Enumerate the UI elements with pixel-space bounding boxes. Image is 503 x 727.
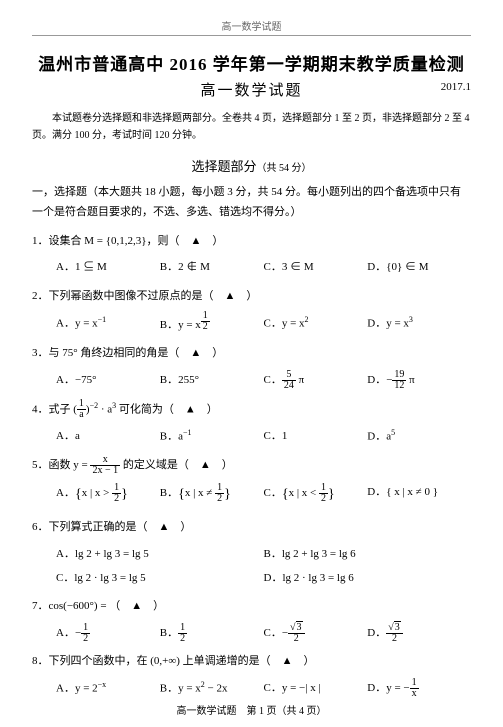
q2-opt-d: D．y = x3 (367, 311, 471, 337)
q1-opt-b: B．2 ∉ M (160, 255, 264, 279)
q4-opt-d: D．a5 (367, 424, 471, 449)
section-title-text: 选择题部分 (191, 159, 256, 174)
q3-opt-b: B．255° (160, 368, 264, 392)
section-title: 选择题部分（共 54 分） (32, 156, 471, 175)
question-5: 5．函数 y = x2x − 1 的定义域是（ ▲ ） A．{x | x > 1… (32, 455, 471, 511)
q2-text: 2．下列幂函数中图像不过原点的是（ ▲ ） (32, 286, 471, 307)
q3-opt-c: C．524 π (264, 368, 368, 392)
q8-opt-d: D．y = −1x (367, 676, 471, 701)
q4-opt-a: A．a (56, 424, 160, 449)
q8-text: 8．下列四个函数中，在 (0,+∞) 上单调递增的是（ ▲ ） (32, 651, 471, 672)
question-2: 2．下列幂函数中图像不过原点的是（ ▲ ） A．y = x−1 B．y = x1… (32, 286, 471, 337)
q5-opt-a: A．{x | x > 12} (56, 480, 160, 511)
q5-opt-c: C．{x | x < 12} (264, 480, 368, 511)
q7-opt-c: C．−√32 (264, 621, 368, 645)
header-rule (32, 35, 471, 36)
q4-text: 4．式子 (1a)−2 · a3 可化简为（ ▲ ） (32, 398, 471, 421)
q6-opt-d: D．lg 2 · lg 3 = lg 6 (264, 566, 472, 590)
q7-opt-d: D．√32 (367, 621, 471, 645)
q3-opt-d: D．−1912 π (367, 368, 471, 392)
q1-opt-d: D．{0} ∈ M (367, 255, 471, 279)
q5-text: 5．函数 y = x2x − 1 的定义域是（ ▲ ） (32, 455, 471, 476)
q2-opt-a: A．y = x−1 (56, 311, 160, 337)
exam-subtitle: 高一数学试题 (32, 79, 471, 100)
section-stem: 一，选择题（本大题共 18 小题，每小题 3 分，共 54 分。每小题列出的四个… (32, 183, 471, 223)
page-footer: 高一数学试题 第 1 页（共 4 页） (0, 702, 503, 717)
question-7: 7．cos(−600°) = （ ▲ ） A．−12 B．12 C．−√32 D… (32, 596, 471, 645)
q5-opt-b: B．{x | x ≠ 12} (160, 480, 264, 511)
q7-opt-a: A．−12 (56, 621, 160, 645)
question-8: 8．下列四个函数中，在 (0,+∞) 上单调递增的是（ ▲ ） A．y = 2−… (32, 651, 471, 701)
q1-opt-c: C．3 ∈ M (264, 255, 368, 279)
q8-opt-a: A．y = 2−x (56, 676, 160, 701)
q4-opt-c: C．1 (264, 424, 368, 449)
q7-text: 7．cos(−600°) = （ ▲ ） (32, 596, 471, 617)
q6-opt-a: A．lg 2 + lg 3 = lg 5 (56, 542, 264, 566)
q4-opt-b: B．a−1 (160, 424, 264, 449)
q3-opt-a: A．−75° (56, 368, 160, 392)
question-3: 3．与 75° 角终边相同的角是（ ▲ ） A．−75° B．255° C．52… (32, 343, 471, 392)
stem-text: 选择题（本大题共 18 小题，每小题 3 分，共 54 分。每小题列出的四个备选… (32, 186, 461, 218)
section-sub: （共 54 分） (257, 163, 312, 174)
running-header: 高一数学试题 (32, 18, 471, 33)
q2-opt-b: B．y = x12 (160, 311, 264, 337)
question-1: 1．设集合 M = {0,1,2,3}，则（ ▲ ） A．1 ⊆ M B．2 ∉… (32, 231, 471, 280)
q6-opt-c: C．lg 2 · lg 3 = lg 5 (56, 566, 264, 590)
question-6: 6．下列算式正确的是（ ▲ ） A．lg 2 + lg 3 = lg 5 B．l… (32, 517, 471, 590)
q7-opt-b: B．12 (160, 621, 264, 645)
exam-title: 温州市普通高中 2016 学年第一学期期末教学质量检测 (32, 50, 471, 75)
q1-opt-a: A．1 ⊆ M (56, 255, 160, 279)
q1-text: 1．设集合 M = {0,1,2,3}，则（ ▲ ） (32, 231, 471, 252)
q6-text: 6．下列算式正确的是（ ▲ ） (32, 517, 471, 538)
q8-opt-b: B．y = x2 − 2x (160, 676, 264, 701)
q2-opt-c: C．y = x2 (264, 311, 368, 337)
question-4: 4．式子 (1a)−2 · a3 可化简为（ ▲ ） A．a B．a−1 C．1… (32, 398, 471, 449)
q8-opt-c: C．y = −| x | (264, 676, 368, 701)
stem-label: 一， (32, 186, 54, 198)
q5-opt-d: D．{ x | x ≠ 0 } (367, 480, 471, 511)
q6-opt-b: B．lg 2 + lg 3 = lg 6 (264, 542, 472, 566)
q3-text: 3．与 75° 角终边相同的角是（ ▲ ） (32, 343, 471, 364)
exam-date: 2017.1 (441, 81, 471, 93)
exam-intro: 本试题卷分选择题和非选择题两部分。全卷共 4 页，选择题部分 1 至 2 页，非… (32, 110, 471, 144)
